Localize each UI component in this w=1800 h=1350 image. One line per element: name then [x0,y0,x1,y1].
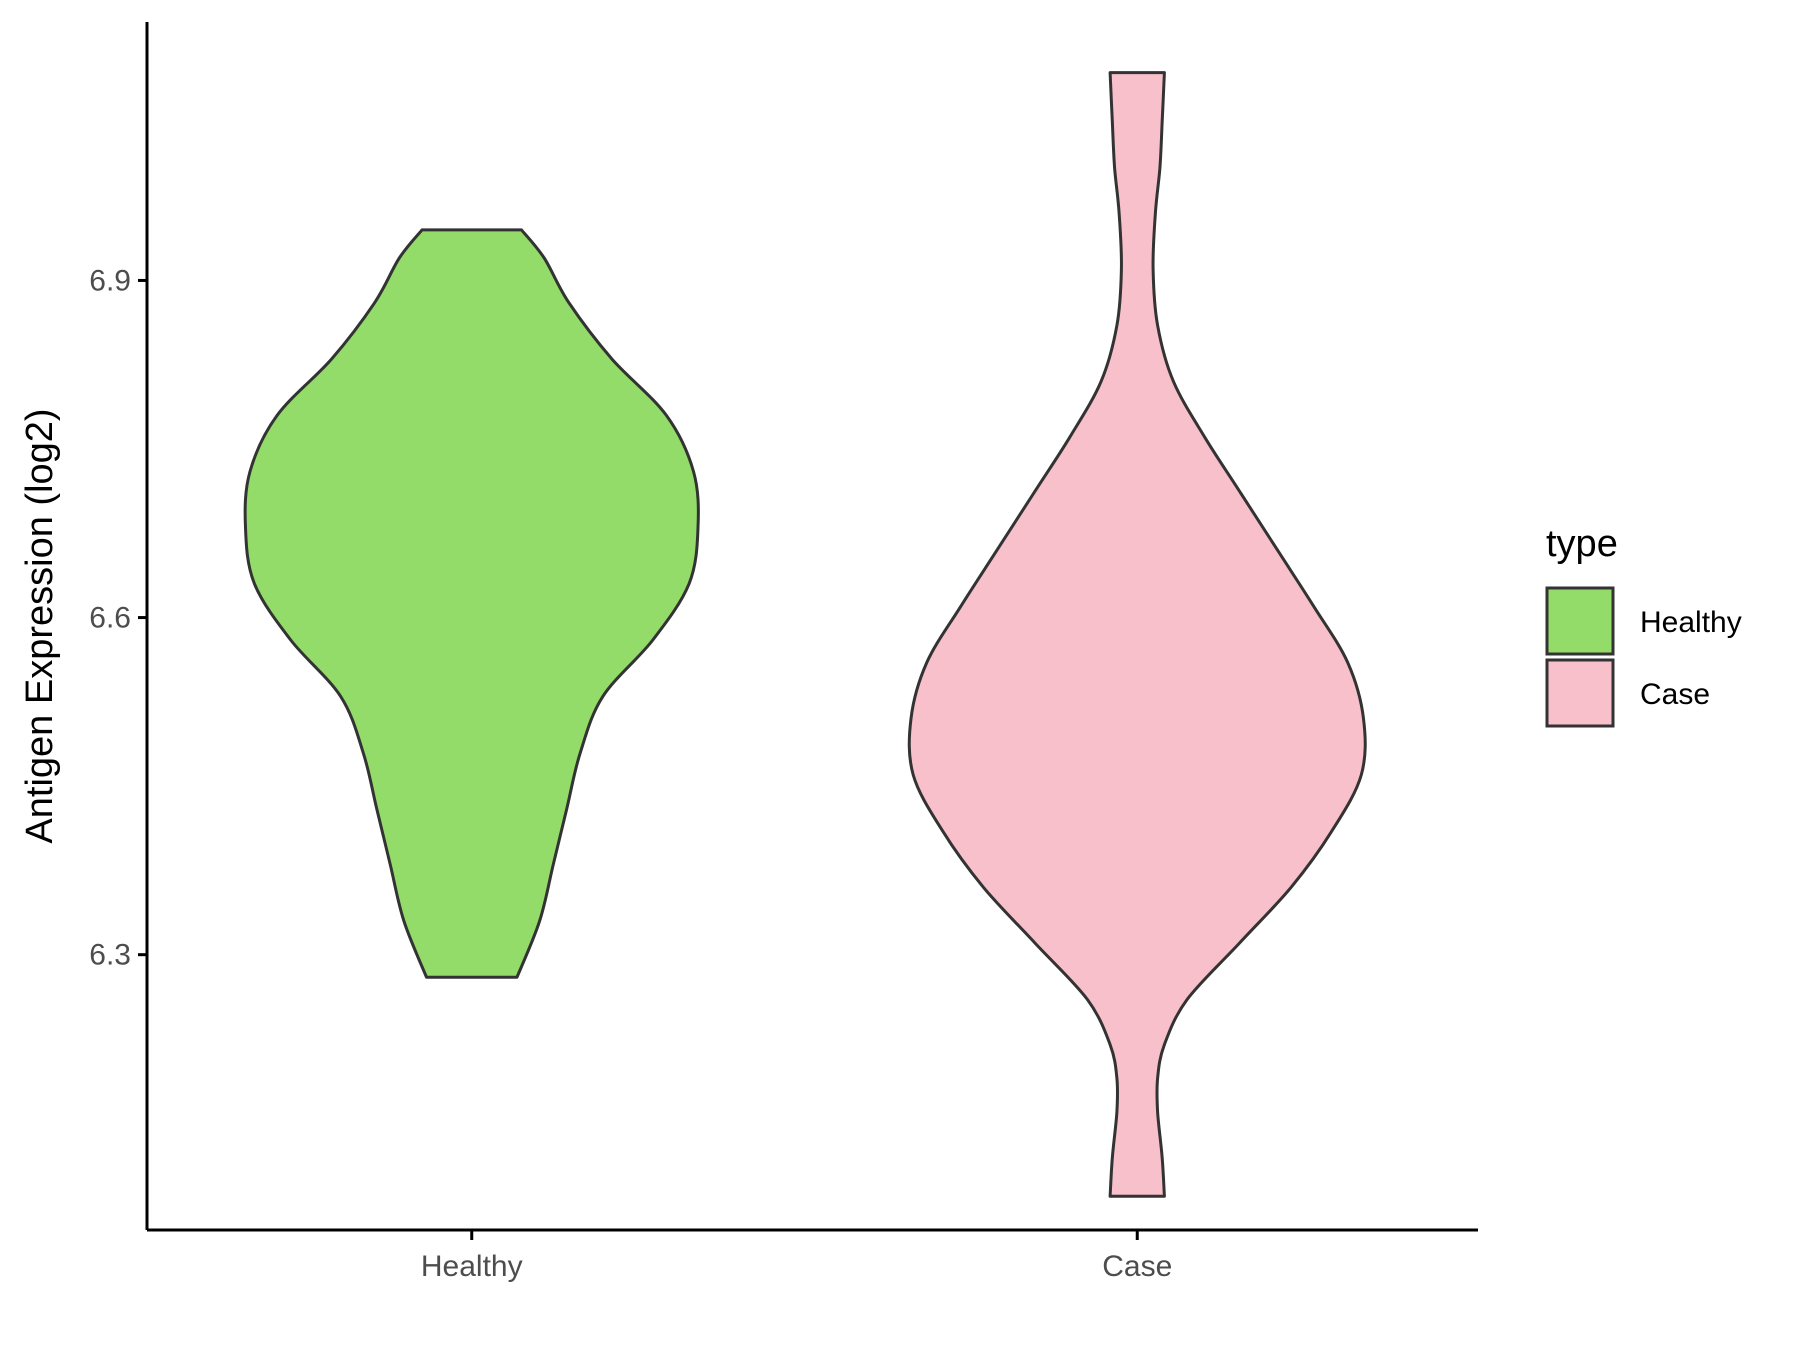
legend-swatch-healthy [1545,586,1615,656]
x-tick-label-healthy: Healthy [421,1250,523,1283]
y-tick-label: 6.6 [89,602,131,635]
legend-title: type [1546,523,1618,565]
y-tick-label: 6.9 [89,264,131,297]
y-ticks: 6.3 6.6 6.9 [89,264,147,972]
violin-healthy [243,228,700,979]
legend: type Healthy Case [1545,523,1742,728]
violin-case [907,71,1367,1198]
x-tick-label-case: Case [1102,1250,1172,1283]
legend-label-healthy: Healthy [1640,606,1742,639]
x-ticks: Healthy Case [421,1230,1172,1283]
y-axis-title: Antigen Expression (log2) [19,408,61,843]
legend-label-case: Case [1640,678,1710,711]
legend-swatch-case [1545,658,1615,728]
violin-layer [243,71,1367,1198]
axes: 6.3 6.6 6.9 Healthy Case [89,22,1478,1283]
y-tick-label: 6.3 [89,939,131,972]
legend-items: Healthy Case [1545,586,1742,728]
